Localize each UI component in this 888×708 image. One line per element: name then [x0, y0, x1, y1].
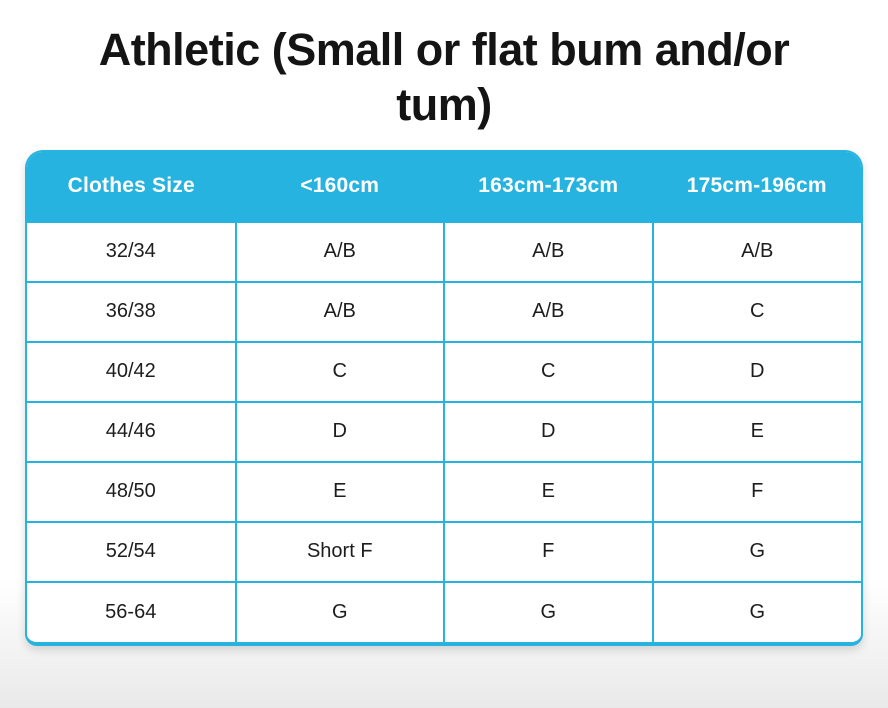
clothes-size-cell: 44/46: [27, 400, 237, 463]
size-cell: D: [234, 400, 445, 463]
header-row: Clothes Size <160cm 163cm-173cm 175cm-19…: [27, 151, 861, 222]
size-cell: C: [651, 280, 861, 343]
size-cell: C: [234, 340, 445, 403]
size-table-header: Clothes Size <160cm 163cm-173cm 175cm-19…: [27, 151, 861, 222]
table-row: 56-64 G G G: [27, 580, 861, 642]
size-cell: G: [443, 580, 654, 642]
page-title-line-1: Athletic (Small or flat bum and/or: [98, 24, 790, 75]
size-cell: E: [443, 460, 654, 523]
size-cell: E: [234, 460, 445, 523]
table-row: 52/54 Short F F G: [27, 520, 861, 583]
table-row: 32/34 A/B A/B A/B: [27, 220, 861, 283]
size-cell: C: [443, 340, 654, 403]
size-cell: A/B: [651, 220, 861, 283]
clothes-size-cell: 40/42: [27, 340, 237, 403]
size-cell: A/B: [234, 220, 445, 283]
column-header-under-160cm: <160cm: [235, 151, 444, 222]
size-cell: D: [651, 340, 861, 403]
clothes-size-cell: 32/34: [27, 220, 237, 283]
column-header-163-173cm: 163cm-173cm: [444, 151, 653, 222]
size-cell: A/B: [234, 280, 445, 343]
clothes-size-cell: 48/50: [27, 460, 237, 523]
column-header-175-196cm: 175cm-196cm: [652, 151, 861, 222]
size-table-body: 32/34 A/B A/B A/B 36/38 A/B A/B C 40/42 …: [27, 220, 861, 642]
column-header-clothes-size: Clothes Size: [27, 151, 236, 222]
size-cell: F: [443, 520, 654, 583]
size-chart-page: Athletic (Small or flat bum and/or tum) …: [0, 22, 888, 646]
size-cell: Short F: [234, 520, 445, 583]
table-row: 44/46 D D E: [27, 400, 861, 463]
table-row: 40/42 C C D: [27, 340, 861, 403]
size-cell: A/B: [443, 220, 654, 283]
clothes-size-cell: 36/38: [27, 280, 237, 343]
clothes-size-cell: 56-64: [27, 580, 237, 642]
page-title-line-2: tum): [396, 79, 492, 131]
size-cell: E: [651, 400, 861, 463]
page-title: Athletic (Small or flat bum and/or tum): [0, 22, 888, 133]
size-table-card: Clothes Size <160cm 163cm-173cm 175cm-19…: [25, 149, 863, 646]
size-cell: G: [651, 520, 861, 583]
size-cell: A/B: [443, 280, 654, 343]
size-cell: F: [651, 460, 861, 523]
size-cell: G: [651, 580, 861, 642]
clothes-size-cell: 52/54: [27, 520, 237, 583]
size-table: Clothes Size <160cm 163cm-173cm 175cm-19…: [27, 151, 861, 642]
size-cell: D: [443, 400, 654, 463]
table-row: 36/38 A/B A/B C: [27, 280, 861, 343]
table-row: 48/50 E E F: [27, 460, 861, 523]
size-cell: G: [234, 580, 445, 642]
